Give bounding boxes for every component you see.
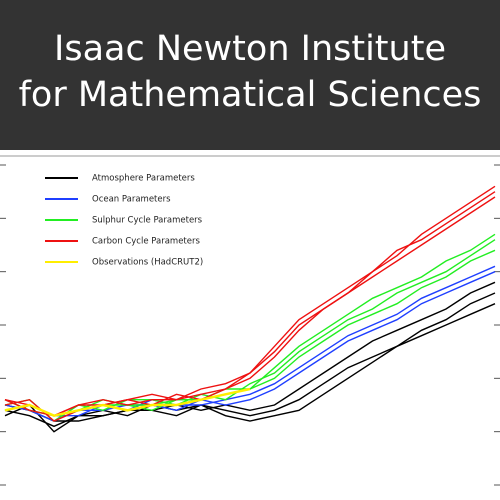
legend-label: Atmosphere Parameters (92, 174, 195, 184)
series-line (4, 271, 496, 422)
chart-background (0, 150, 500, 500)
legend-label: Ocean Parameters (92, 195, 171, 205)
legend-label: Sulphur Cycle Parameters (92, 216, 203, 226)
header: Isaac Newton Institute for Mathematical … (0, 0, 500, 150)
series-line (4, 303, 496, 428)
legend-label: Carbon Cycle Parameters (92, 237, 200, 247)
title-line: Isaac Newton Institute (54, 29, 446, 69)
series-line (4, 292, 496, 433)
legend-label: Observations (HadCRUT2) (92, 258, 203, 268)
series-line (4, 387, 251, 418)
series-line (4, 191, 496, 417)
title-line: for Mathematical Sciences (18, 75, 482, 115)
series-line (4, 281, 496, 422)
series-line (4, 265, 496, 417)
series-line (4, 196, 496, 417)
chart: Atmosphere Parameters Ocean Parameters Sul… (0, 150, 500, 500)
